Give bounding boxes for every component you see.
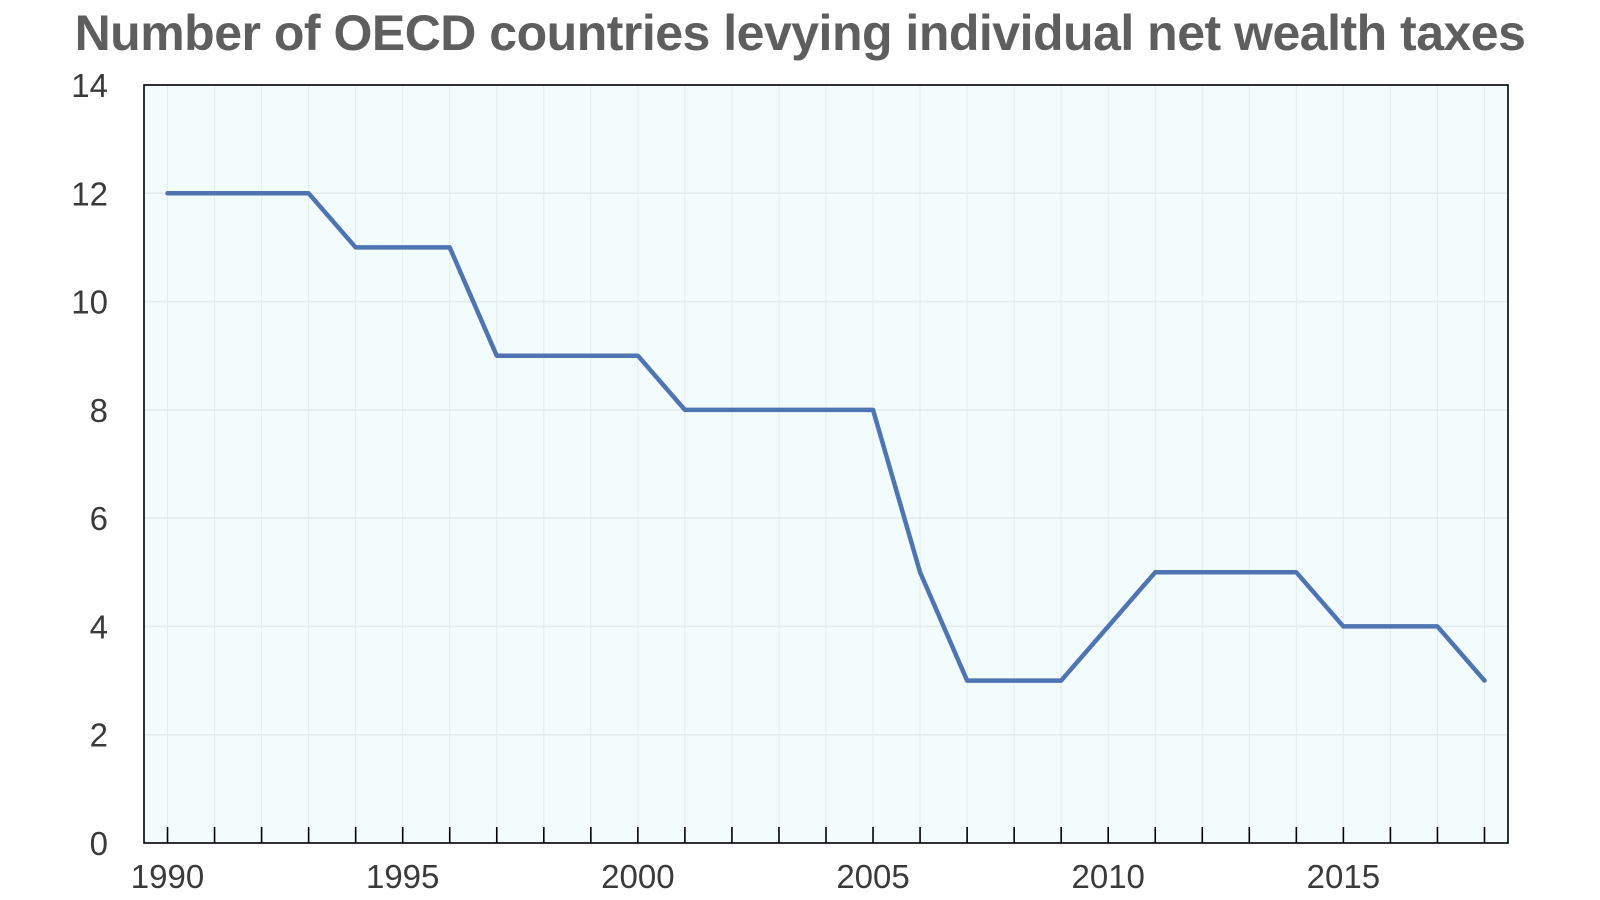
y-tick-label: 12 [71, 175, 108, 212]
x-tick-label: 1990 [131, 858, 204, 895]
y-tick-label: 10 [71, 284, 108, 321]
series-layer [165, 191, 1487, 683]
y-tick-label: 0 [90, 825, 108, 862]
chart-title: Number of OECD countries levying individ… [74, 5, 1526, 61]
y-tick-label: 6 [90, 500, 108, 537]
x-tick-label: 2005 [836, 858, 909, 895]
axes [143, 84, 1509, 844]
y-tick-label: 14 [71, 67, 108, 104]
y-tick-label: 8 [90, 392, 108, 429]
y-tick-label: 4 [90, 608, 108, 645]
y-tick-label: 2 [90, 717, 108, 754]
x-tick-label: 1995 [366, 858, 439, 895]
tick-labels: 0 2 4 6 8 10 12 14 1990 1995 2000 2005 2010 2015 [71, 67, 1380, 895]
x-tick-label: 2010 [1071, 858, 1144, 895]
x-tick-label: 2015 [1307, 858, 1380, 895]
x-tick-label: 2000 [601, 858, 674, 895]
